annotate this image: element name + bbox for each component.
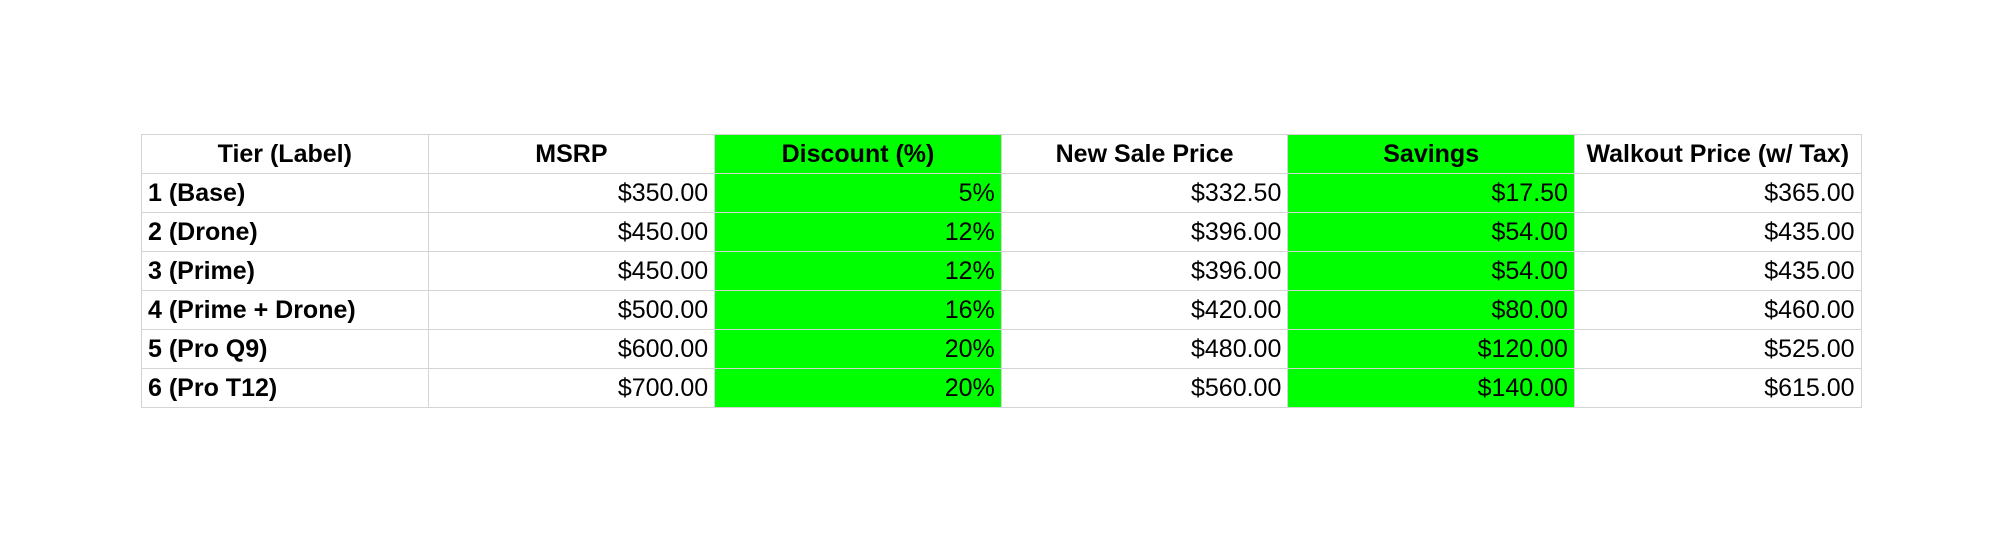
- tier-cell: 1 (Base): [141, 173, 429, 213]
- pricing-table: Tier (Label) MSRP Discount (%) New Sale …: [141, 134, 1862, 408]
- savings-cell: $140.00: [1287, 368, 1575, 408]
- tier-cell: 4 (Prime + Drone): [141, 290, 429, 330]
- discount-cell: 20%: [714, 368, 1002, 408]
- msrp-cell: $600.00: [427, 329, 716, 369]
- savings-cell: $17.50: [1287, 173, 1575, 213]
- savings-cell: $120.00: [1287, 329, 1575, 369]
- discount-cell: 5%: [714, 173, 1002, 213]
- walkout-price-cell: $435.00: [1573, 251, 1862, 291]
- walkout-price-cell: $460.00: [1573, 290, 1862, 330]
- new-sale-price-cell: $396.00: [1000, 251, 1289, 291]
- savings-cell: $80.00: [1287, 290, 1575, 330]
- tier-cell: 3 (Prime): [141, 251, 429, 291]
- header-row: Tier (Label) MSRP Discount (%) New Sale …: [141, 134, 1862, 174]
- table-row: 6 (Pro T12) $700.00 20% $560.00 $140.00 …: [141, 368, 1862, 408]
- header-msrp: MSRP: [427, 134, 716, 174]
- new-sale-price-cell: $420.00: [1000, 290, 1289, 330]
- header-walkout-price: Walkout Price (w/ Tax): [1573, 134, 1862, 174]
- walkout-price-cell: $525.00: [1573, 329, 1862, 369]
- walkout-price-cell: $365.00: [1573, 173, 1862, 213]
- table-row: 1 (Base) $350.00 5% $332.50 $17.50 $365.…: [141, 173, 1862, 213]
- table-row: 5 (Pro Q9) $600.00 20% $480.00 $120.00 $…: [141, 329, 1862, 369]
- new-sale-price-cell: $396.00: [1000, 212, 1289, 252]
- msrp-cell: $500.00: [427, 290, 716, 330]
- msrp-cell: $450.00: [427, 251, 716, 291]
- discount-cell: 20%: [714, 329, 1002, 369]
- msrp-cell: $450.00: [427, 212, 716, 252]
- header-discount: Discount (%): [714, 134, 1002, 174]
- header-new-sale-price: New Sale Price: [1000, 134, 1289, 174]
- new-sale-price-cell: $560.00: [1000, 368, 1289, 408]
- walkout-price-cell: $435.00: [1573, 212, 1862, 252]
- new-sale-price-cell: $332.50: [1000, 173, 1289, 213]
- msrp-cell: $700.00: [427, 368, 716, 408]
- savings-cell: $54.00: [1287, 251, 1575, 291]
- walkout-price-cell: $615.00: [1573, 368, 1862, 408]
- tier-cell: 5 (Pro Q9): [141, 329, 429, 369]
- tier-cell: 6 (Pro T12): [141, 368, 429, 408]
- table-row: 3 (Prime) $450.00 12% $396.00 $54.00 $43…: [141, 251, 1862, 291]
- discount-cell: 12%: [714, 212, 1002, 252]
- discount-cell: 16%: [714, 290, 1002, 330]
- savings-cell: $54.00: [1287, 212, 1575, 252]
- new-sale-price-cell: $480.00: [1000, 329, 1289, 369]
- table-row: 2 (Drone) $450.00 12% $396.00 $54.00 $43…: [141, 212, 1862, 252]
- table-row: 4 (Prime + Drone) $500.00 16% $420.00 $8…: [141, 290, 1862, 330]
- msrp-cell: $350.00: [427, 173, 716, 213]
- header-tier: Tier (Label): [141, 134, 429, 174]
- discount-cell: 12%: [714, 251, 1002, 291]
- header-savings: Savings: [1287, 134, 1575, 174]
- tier-cell: 2 (Drone): [141, 212, 429, 252]
